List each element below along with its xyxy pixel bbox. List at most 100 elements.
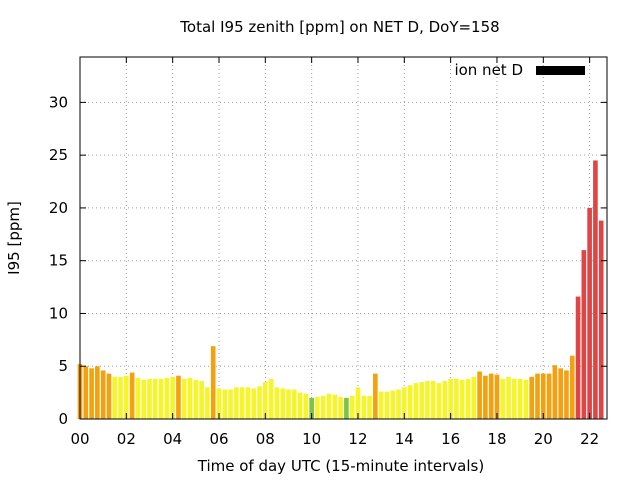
bar: [309, 397, 314, 419]
bar: [483, 375, 488, 419]
y-tick-label: 30: [49, 93, 68, 111]
bar: [286, 389, 291, 419]
bar: [95, 366, 100, 419]
x-tick-label: 12: [348, 430, 367, 448]
bar: [338, 396, 343, 419]
bar: [477, 371, 482, 419]
bar: [523, 379, 529, 419]
bar: [569, 355, 575, 419]
bar: [181, 378, 187, 419]
bar: [315, 396, 320, 419]
bar: [459, 379, 465, 419]
bar: [216, 388, 222, 419]
bar: [147, 378, 152, 419]
bar: [355, 387, 361, 419]
bar: [326, 393, 332, 419]
bar: [228, 389, 233, 419]
bar: [170, 376, 175, 419]
bar: [378, 391, 384, 419]
bar: [401, 387, 407, 419]
bar: [100, 370, 106, 419]
bar: [135, 377, 141, 419]
legend: ion net D: [454, 61, 585, 79]
bar: [465, 378, 471, 419]
y-tick-label: 20: [49, 199, 68, 217]
bar: [344, 397, 349, 419]
bar: [546, 373, 552, 419]
bar: [361, 395, 367, 419]
bar: [390, 390, 396, 419]
bar: [83, 366, 89, 419]
bar: [506, 376, 511, 419]
x-tick-label: 16: [441, 430, 460, 448]
bar: [552, 365, 558, 419]
bar: [598, 220, 604, 419]
bar: [494, 374, 500, 419]
bar: [407, 385, 413, 419]
bar: [152, 378, 158, 419]
y-tick-label: 15: [49, 252, 68, 270]
y-tick-label: 25: [49, 146, 68, 164]
x-tick-label: 10: [302, 430, 321, 448]
bar: [245, 387, 251, 419]
plot-frame: [79, 56, 608, 420]
bar: [274, 387, 280, 419]
bar: [564, 370, 569, 419]
x-tick-label: 22: [580, 430, 599, 448]
bar: [112, 376, 118, 419]
legend-label: ion net D: [454, 61, 523, 79]
bar: [320, 395, 326, 419]
bar: [587, 207, 592, 419]
bar: [106, 373, 112, 419]
x-tick-label: 14: [395, 430, 414, 448]
bar: [205, 387, 210, 419]
bar: [89, 368, 94, 419]
bar: [367, 395, 372, 419]
chart-title: Total I95 zenith [ppm] on NET D, DoY=158: [179, 18, 499, 36]
bar: [517, 378, 523, 419]
bar: [158, 378, 164, 419]
bar: [297, 392, 303, 419]
bar: [268, 378, 274, 419]
bar: [257, 386, 262, 419]
bar: [222, 389, 228, 419]
bar: [332, 394, 338, 419]
x-tick-label: 20: [534, 430, 553, 448]
x-tick-label: 08: [256, 430, 275, 448]
bar: [558, 368, 563, 419]
bar: [199, 381, 204, 419]
bar: [193, 379, 199, 419]
x-tick-label: 02: [117, 430, 136, 448]
bar: [540, 373, 546, 419]
bar: [535, 373, 540, 419]
bar: [500, 378, 506, 419]
bars: [77, 160, 604, 419]
x-tick-label: 04: [163, 430, 182, 448]
bar: [124, 375, 129, 419]
bar: [384, 391, 390, 419]
bar: [349, 395, 355, 419]
bar: [234, 387, 239, 419]
bar: [176, 375, 181, 419]
bar: [436, 383, 442, 419]
bar: [303, 393, 309, 419]
bar: [239, 387, 245, 419]
bar: [396, 389, 401, 419]
x-tick-label: 18: [487, 430, 506, 448]
y-axis-label: I95 [ppm]: [5, 201, 23, 275]
bar: [263, 382, 268, 419]
bar: [187, 377, 193, 419]
y-tick-label: 0: [58, 410, 68, 428]
x-tick-label: 00: [70, 430, 89, 448]
legend-swatch: [536, 66, 585, 75]
bar: [251, 388, 257, 419]
bar: [164, 377, 170, 419]
bar: [454, 378, 459, 419]
bar: [413, 383, 419, 419]
bar: [575, 296, 581, 419]
bar: [448, 378, 453, 419]
bar: [291, 389, 297, 419]
bar: [141, 379, 147, 419]
bar: [373, 373, 378, 419]
